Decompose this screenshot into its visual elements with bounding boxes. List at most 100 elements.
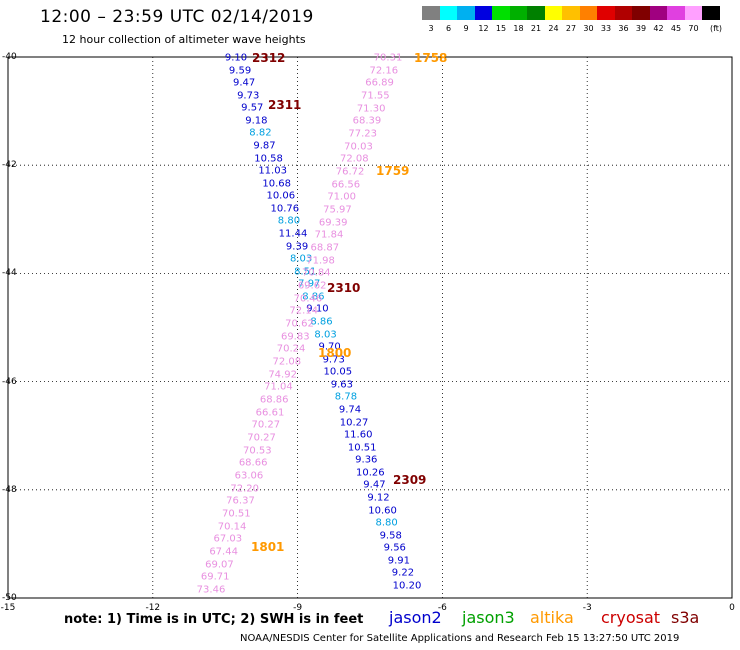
wave-height-reading: 72.20	[230, 483, 260, 495]
wave-height-reading: 8.80	[277, 215, 301, 227]
wave-height-reading: 9.22	[391, 567, 415, 579]
legend-label: 39	[635, 24, 647, 33]
legend-swatch	[544, 6, 562, 20]
wave-height-reading: 63.06	[234, 470, 264, 482]
wave-height-reading: 72.08	[272, 356, 302, 368]
legend-swatch	[667, 6, 685, 20]
time-label: 2311	[268, 98, 302, 112]
wave-height-reading: 71.98	[306, 255, 335, 267]
wave-height-reading: 10.76	[270, 203, 300, 215]
x-tick-label: -15	[0, 603, 16, 613]
wave-height-reading: 71.55	[361, 90, 390, 102]
wave-height-reading: 70.53	[243, 445, 272, 457]
wave-height-reading: 11.44	[278, 228, 308, 240]
wave-height-reading: 9.73	[322, 354, 345, 366]
wave-height-reading: 66.89	[365, 77, 394, 89]
legend-swatch	[614, 6, 632, 20]
wave-height-reading: 9.73	[237, 90, 260, 102]
legend-label: 9	[463, 24, 469, 33]
legend-label: 33	[600, 24, 612, 33]
satellite-name: jason3	[462, 608, 515, 627]
wave-height-reading: 70.62	[285, 318, 314, 330]
wave-height-reading: 71.00	[327, 191, 356, 203]
wave-height-reading: 9.74	[338, 404, 362, 416]
wave-height-reading: 71.30	[356, 103, 386, 115]
wave-height-reading: 73.46	[196, 584, 226, 596]
wave-height-reading: 68.86	[259, 394, 289, 406]
wave-height-reading: 68.39	[352, 115, 382, 127]
wave-height-reading: 8.80	[375, 517, 398, 529]
time-label: 1759	[376, 164, 410, 178]
wave-height-reading: 10.60	[368, 505, 397, 517]
wave-height-reading: 67.44	[209, 546, 238, 558]
wave-height-reading: 10.51	[347, 442, 377, 454]
wave-height-reading: 9.63	[330, 379, 353, 391]
wave-height-reading: 8.51	[294, 266, 317, 278]
wave-height-reading: 66.61	[255, 407, 285, 419]
wave-height-reading: 9.12	[367, 492, 390, 504]
legend-label: 27	[565, 24, 577, 33]
wave-height-reading: 9.47	[363, 479, 386, 491]
legend-swatch	[579, 6, 597, 20]
time-label: 2309	[393, 473, 427, 487]
wave-height-reading: 8.86	[302, 291, 325, 303]
legend-label: 24	[548, 24, 559, 33]
wave-height-reading: 75.97	[323, 204, 352, 216]
y-tick-label: -44	[2, 268, 17, 279]
wave-height-reading: 10.05	[323, 366, 353, 378]
legend-label: 30	[583, 24, 594, 33]
page-subtitle: 12 hour collection of altimeter wave hei…	[62, 33, 306, 46]
wave-height-reading: 68.66	[238, 457, 268, 469]
wave-height-reading: 9.70	[318, 341, 341, 353]
time-label: 1758	[414, 51, 448, 65]
legend-swatch	[527, 6, 545, 20]
legend-label: 21	[530, 24, 542, 33]
legend-swatch	[702, 6, 720, 20]
wave-height-reading: 69.39	[318, 217, 348, 229]
legend-swatch	[649, 6, 667, 20]
wave-height-reading: 69.62	[297, 280, 327, 292]
wave-height-reading: 68.87	[310, 242, 340, 254]
wave-height-reading: 9.39	[285, 241, 309, 253]
legend-label: 15	[495, 24, 507, 33]
wave-height-reading: 8.86	[310, 316, 333, 328]
wave-height-reading: 70.46	[293, 293, 323, 305]
wave-height-reading: 9.56	[383, 542, 406, 554]
wave-height-reading: 9.87	[253, 140, 276, 152]
legend-swatch	[439, 6, 457, 20]
legend-label: 42	[653, 24, 664, 33]
time-label: 1801	[251, 540, 285, 554]
wave-height-reading: 9.47	[233, 77, 256, 89]
wave-height-reading: 70.27	[247, 432, 276, 444]
satellite-name: cryosat	[601, 608, 661, 627]
wave-height-reading: 72.08	[339, 153, 369, 165]
wave-height-reading: 8.03	[290, 253, 313, 265]
time-label: 1800	[318, 346, 352, 360]
wave-height-reading: 9.10	[224, 52, 248, 64]
wave-height-reading: 76.72	[335, 166, 365, 178]
wave-height-reading: 10.58	[254, 153, 283, 165]
legend-swatch	[597, 6, 615, 20]
legend-swatch	[492, 6, 510, 20]
wave-height-reading: 11.03	[258, 165, 287, 177]
wave-height-reading: 10.68	[262, 178, 292, 190]
time-label: 2312	[252, 51, 286, 65]
time-label: 2310	[327, 281, 361, 295]
wave-height-reading: 7.97	[298, 278, 321, 290]
legend-label: 70	[688, 24, 699, 33]
legend-label: 18	[513, 24, 524, 33]
legend-swatch	[562, 6, 580, 20]
wave-height-reading: 10.26	[356, 467, 385, 479]
y-tick-label: -48	[2, 484, 17, 495]
y-tick-label: -46	[2, 376, 17, 387]
wave-height-reading: 10.20	[392, 580, 422, 592]
satellite-name: jason2	[389, 608, 442, 627]
legend-label: 45	[670, 24, 682, 33]
wave-height-reading: 70.51	[221, 508, 251, 520]
page-title: 12:00 – 23:59 UTC 02/14/2019	[40, 7, 314, 27]
wave-height-reading: 10.27	[339, 417, 369, 429]
legend-swatch	[422, 6, 440, 20]
y-tick-label: -40	[2, 52, 17, 62]
x-tick-label: -6	[437, 603, 447, 613]
